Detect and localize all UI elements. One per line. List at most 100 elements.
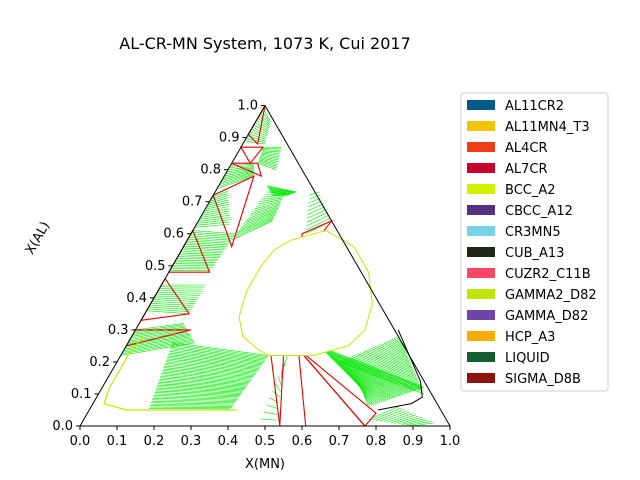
tie-line [158, 290, 203, 292]
tie-line [351, 377, 382, 403]
legend-label: HCP_A3 [505, 330, 555, 345]
tie-line [168, 352, 263, 365]
tie-line [271, 194, 289, 196]
tie-lines-gamma [266, 185, 297, 196]
tie-line [393, 337, 404, 347]
tie-line [244, 140, 266, 145]
tie-line [249, 131, 267, 138]
tie-lines-lower-mid [146, 284, 206, 315]
legend-swatch [467, 247, 495, 257]
tie-line [171, 345, 268, 359]
tie-line [149, 406, 232, 408]
tie-line [222, 170, 254, 179]
tie-line [261, 150, 281, 153]
tie-line [206, 201, 229, 208]
legend-swatch [467, 163, 495, 173]
tie-line [207, 199, 229, 206]
tie-line [338, 365, 399, 397]
tie-line [172, 342, 269, 356]
legend-swatch [467, 268, 495, 278]
tie-line [242, 211, 277, 227]
tie-lines-bottom-left [148, 342, 269, 411]
plot-area [103, 105, 434, 427]
x-tick-label: 0.0 [70, 434, 91, 449]
tie-line [156, 293, 200, 296]
x-tick-label: 0.3 [181, 434, 202, 449]
tie-line [260, 154, 279, 159]
tie-line [146, 310, 190, 315]
tie-line [269, 397, 280, 404]
legend-swatch [467, 226, 495, 236]
tie-line [226, 167, 254, 173]
tie-line [346, 372, 389, 401]
tie-line [256, 119, 269, 130]
tie-line [258, 159, 278, 166]
tie-line [245, 209, 278, 222]
tie-line [187, 238, 231, 243]
tie-line [395, 336, 403, 345]
x-tick-label: 1.0 [440, 434, 461, 449]
tie-line [157, 383, 246, 389]
tie-line [175, 259, 218, 262]
tie-line [337, 364, 400, 397]
y-tick-label: 1.0 [237, 99, 258, 114]
tie-line [184, 244, 227, 247]
tie-line [338, 361, 425, 395]
y-tick-label: 0.7 [182, 195, 203, 210]
tie-line [309, 191, 319, 196]
tie-line [247, 207, 279, 219]
tie-line [157, 384, 245, 391]
tie-line [218, 174, 254, 188]
tie-line [216, 175, 254, 190]
legend-label: CBCC_A12 [505, 204, 573, 219]
tie-line [308, 194, 321, 200]
y-tick-label: 0.2 [89, 355, 110, 370]
y-tick-label: 0.6 [163, 227, 184, 242]
legend-label: AL7CR [505, 162, 548, 177]
phase-boundary [377, 329, 423, 411]
tie-line [230, 164, 254, 166]
three-phase-triangle [212, 175, 255, 249]
tie-line [283, 355, 288, 369]
tie-line [262, 149, 281, 151]
tie-line [398, 417, 422, 425]
tie-line [307, 206, 326, 215]
tie-line [255, 122, 269, 132]
legend: AL11CR2 AL11MN4_T3 AL4CR AL7CR BCC_A2 CBCC_A1… [460, 92, 609, 392]
tie-line [189, 235, 233, 239]
tie-line [349, 376, 384, 402]
tie-line [149, 304, 193, 308]
tie-line [258, 160, 277, 167]
tie-line [351, 356, 420, 384]
tie-line [347, 357, 422, 387]
tie-line [178, 254, 221, 257]
tie-line [306, 214, 330, 227]
legend-label: CR3MN5 [505, 225, 561, 240]
x-tick-label: 0.8 [366, 434, 387, 449]
y-tick-label: 0.4 [126, 291, 147, 306]
bcc-boundary [103, 335, 238, 411]
tie-lines-upper-right [257, 146, 282, 170]
tie-line [192, 230, 236, 235]
tie-line [357, 353, 418, 378]
tie-line [341, 360, 424, 393]
tie-line [211, 190, 229, 198]
tie-line [342, 368, 394, 399]
tie-line [166, 359, 259, 371]
tie-line [318, 345, 425, 388]
tie-line [164, 365, 256, 375]
tie-line [156, 387, 243, 393]
tie-line [409, 421, 431, 426]
y-tick-label: 0.1 [71, 387, 92, 402]
tie-line [370, 347, 413, 367]
tie-lines-bottom-corner [368, 406, 434, 427]
tie-line [261, 151, 281, 154]
legend-box [460, 92, 609, 392]
tie-line [152, 399, 236, 402]
tie-line [359, 386, 371, 407]
tie-line [160, 376, 250, 384]
tie-line [259, 158, 278, 164]
tie-line [159, 378, 248, 386]
tie-lines-right-edge [338, 336, 425, 395]
legend-label: GAMMA_D82 [505, 309, 588, 324]
